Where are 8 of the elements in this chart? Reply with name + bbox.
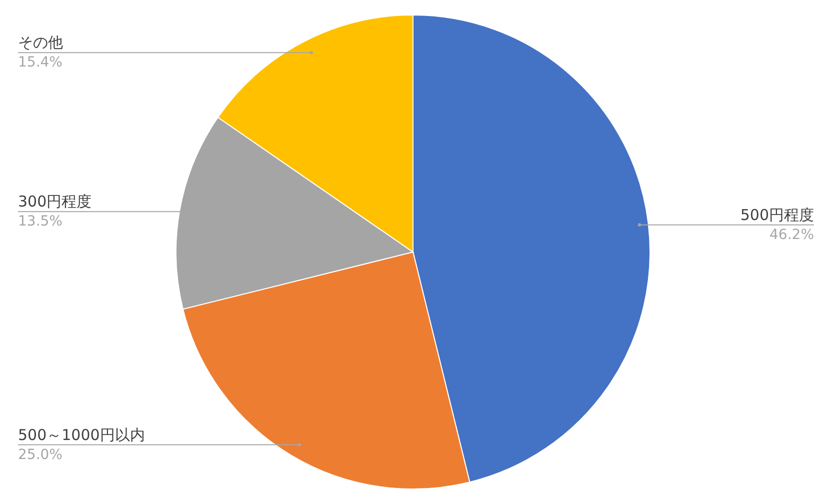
data-label: 15.4% <box>18 54 62 71</box>
data-label: 13.5% <box>18 214 62 230</box>
slice-label: 300円程度 <box>18 192 92 211</box>
data-label: 46.2% <box>770 226 814 243</box>
slice-label: その他 <box>18 34 63 52</box>
slice-label: 500～1000円以内 <box>18 426 145 444</box>
slice-label: 500円程度 <box>740 206 814 224</box>
data-label: 25.0% <box>18 446 62 463</box>
